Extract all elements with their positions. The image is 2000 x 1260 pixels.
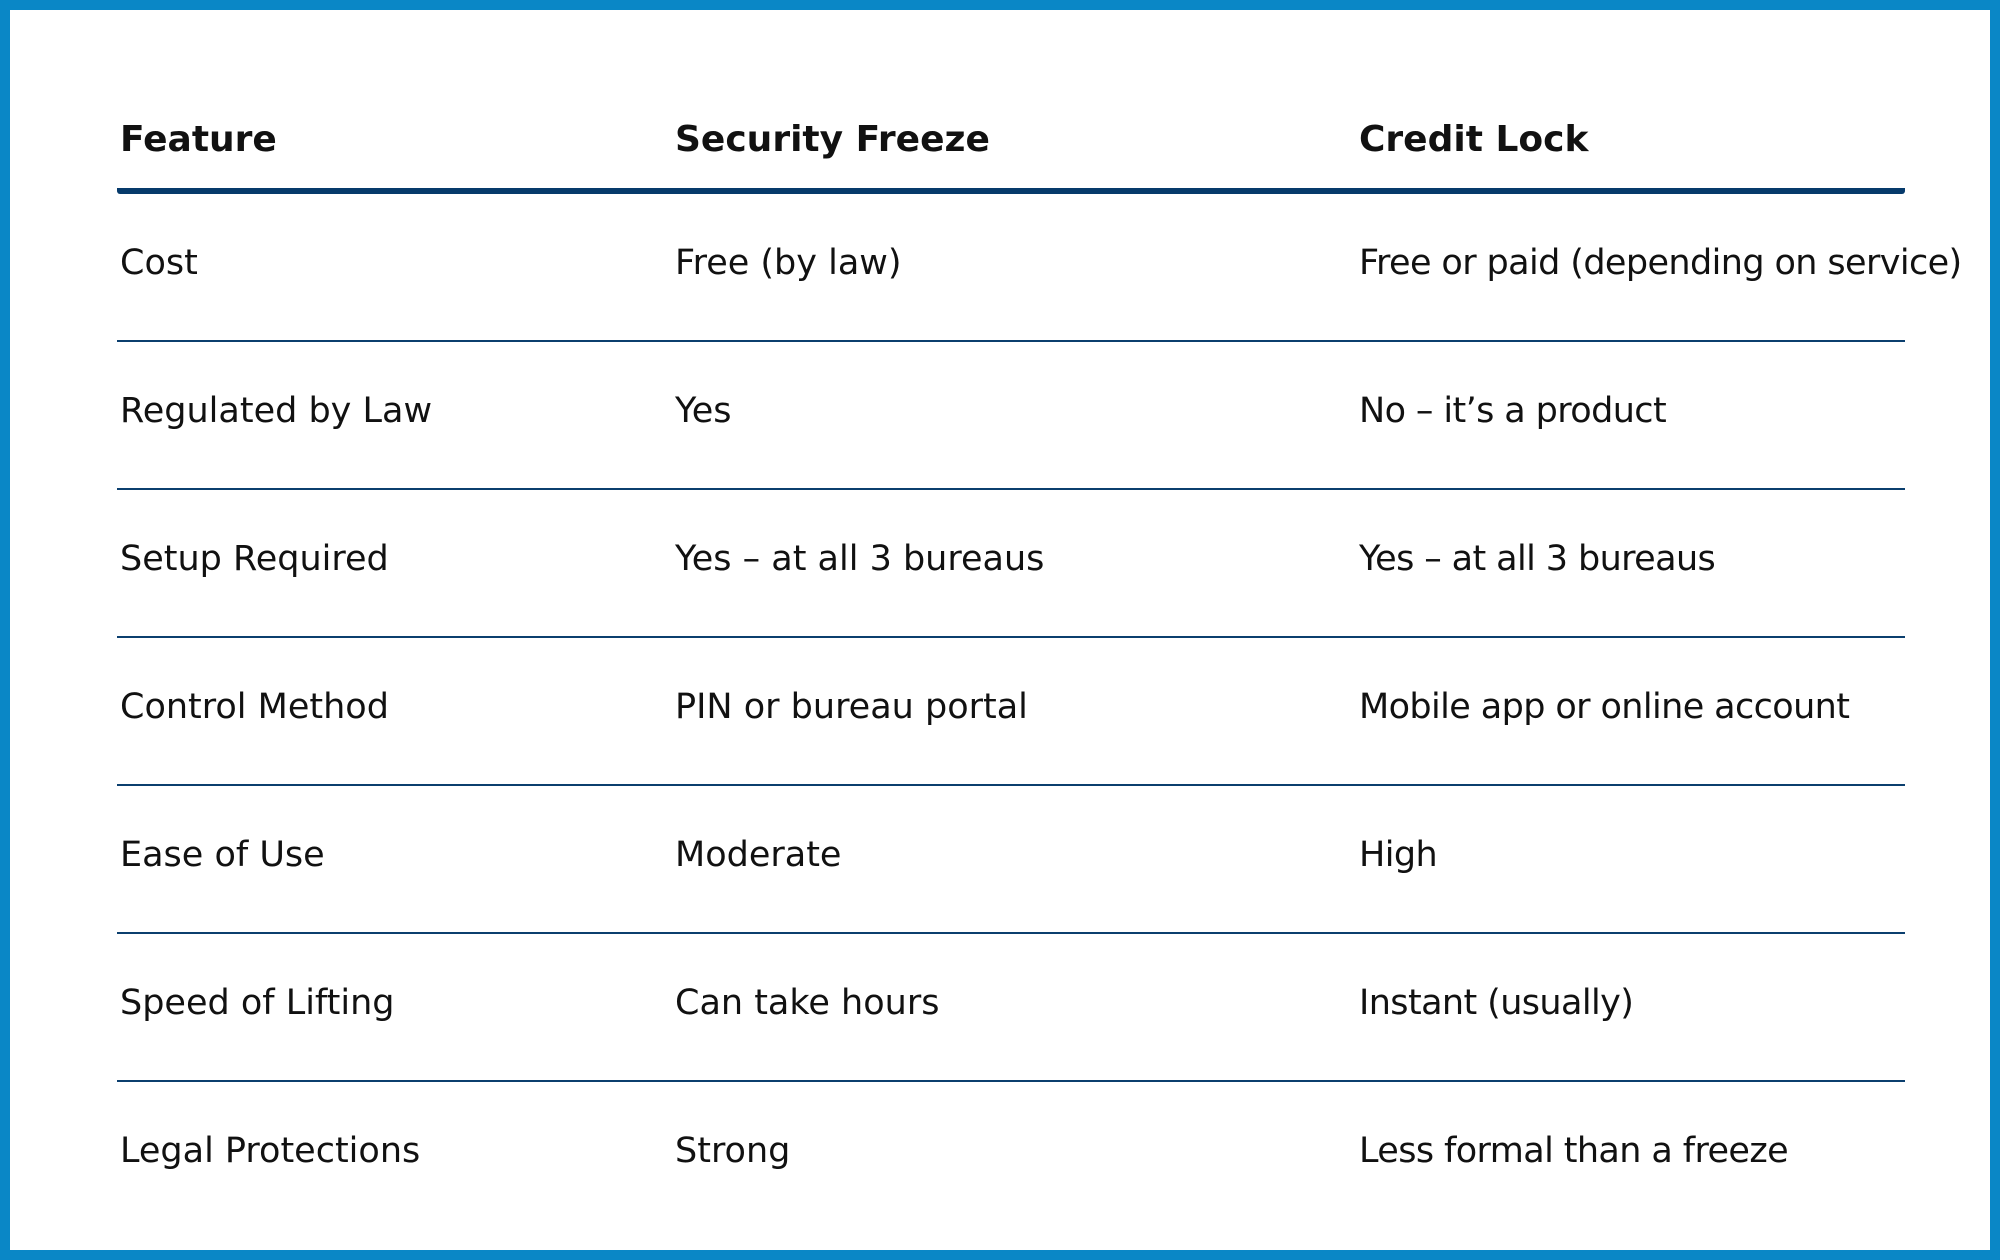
security-freeze-cell: Free (by law) [675, 243, 902, 283]
table-row: Setup Required Yes – at all 3 bureaus Ye… [117, 490, 1905, 638]
security-freeze-cell: Can take hours [675, 983, 940, 1023]
credit-lock-cell: Mobile app or online account [1359, 687, 1850, 727]
table-row: Cost Free (by law) Free or paid (dependi… [117, 194, 1962, 342]
feature-cell: Control Method [120, 687, 389, 727]
security-freeze-cell: Strong [675, 1131, 791, 1171]
credit-lock-cell: High [1359, 835, 1438, 875]
security-freeze-cell: Yes – at all 3 bureaus [675, 539, 1045, 579]
table-row: Ease of Use Moderate High [117, 786, 1905, 934]
security-freeze-cell: Yes [675, 391, 732, 431]
header-feature: Feature [120, 119, 277, 160]
header-credit-lock: Credit Lock [1359, 119, 1589, 160]
security-freeze-cell: PIN or bureau portal [675, 687, 1028, 727]
credit-lock-cell: Yes – at all 3 bureaus [1359, 539, 1716, 579]
feature-cell: Setup Required [120, 539, 389, 579]
feature-cell: Speed of Lifting [120, 983, 395, 1023]
table-row: Legal Protections Strong Less formal tha… [117, 1082, 1905, 1228]
credit-lock-cell: Less formal than a freeze [1359, 1131, 1789, 1171]
header-security-freeze: Security Freeze [675, 119, 990, 160]
table-row: Control Method PIN or bureau portal Mobi… [117, 638, 1905, 786]
feature-cell: Cost [120, 243, 198, 283]
feature-cell: Regulated by Law [120, 391, 433, 431]
security-freeze-cell: Moderate [675, 835, 842, 875]
feature-cell: Legal Protections [120, 1131, 421, 1171]
credit-lock-cell: Instant (usually) [1359, 983, 1634, 1023]
comparison-table: Feature Security Freeze Credit Lock Cost… [117, 92, 1962, 1228]
table-row: Speed of Lifting Can take hours Instant … [117, 934, 1905, 1082]
table-row: Regulated by Law Yes No – it’s a product [117, 342, 1905, 490]
credit-lock-cell: No – it’s a product [1359, 391, 1667, 431]
credit-lock-cell: Free or paid (depending on service) [1359, 243, 1962, 283]
feature-cell: Ease of Use [120, 835, 325, 875]
table-header-row: Feature Security Freeze Credit Lock [117, 92, 1905, 194]
